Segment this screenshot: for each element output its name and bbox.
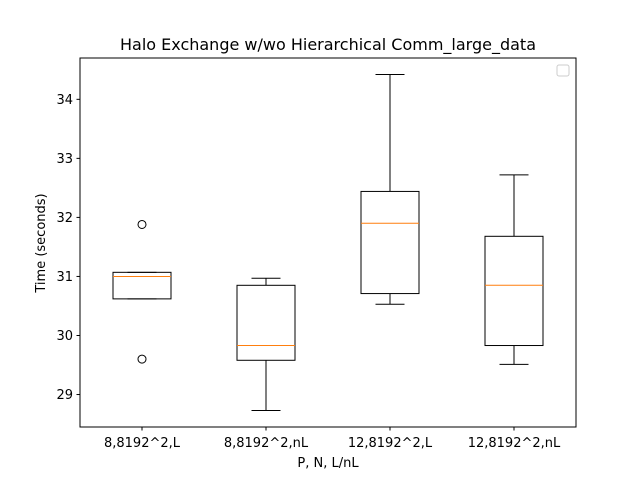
y-tick-label: 33 (56, 152, 73, 167)
outlier-point (137, 354, 147, 364)
x-tick-label: 8,8192^2,nL (224, 436, 309, 451)
y-tick-label: 32 (56, 211, 73, 226)
plot-area: 29 30 31 32 33 34 8,8192^2,L 8,8192^2,nL 12,8192… (56, 74, 561, 451)
y-tick-label: 34 (56, 93, 73, 108)
y-tick-label: 31 (56, 270, 73, 285)
x-tick-label: 12,8192^2,nL (468, 436, 561, 451)
legend-box (556, 64, 570, 77)
x-axis-label: P, N, L/nL (297, 456, 359, 471)
outlier-point (137, 219, 147, 229)
axes-frame (79, 57, 577, 428)
x-tick-label: 8,8192^2,L (104, 436, 181, 451)
x-tick-label: 12,8192^2,L (348, 436, 433, 451)
box-iqr (236, 284, 296, 361)
box-iqr (112, 271, 172, 300)
box-iqr (484, 235, 544, 347)
y-tick-label: 30 (56, 329, 73, 344)
y-tick-label: 29 (56, 388, 73, 403)
y-axis-label: Time (seconds) (34, 193, 49, 293)
chart-title: Halo Exchange w/wo Hierarchical Comm_lar… (120, 35, 536, 55)
box-iqr (360, 190, 420, 295)
